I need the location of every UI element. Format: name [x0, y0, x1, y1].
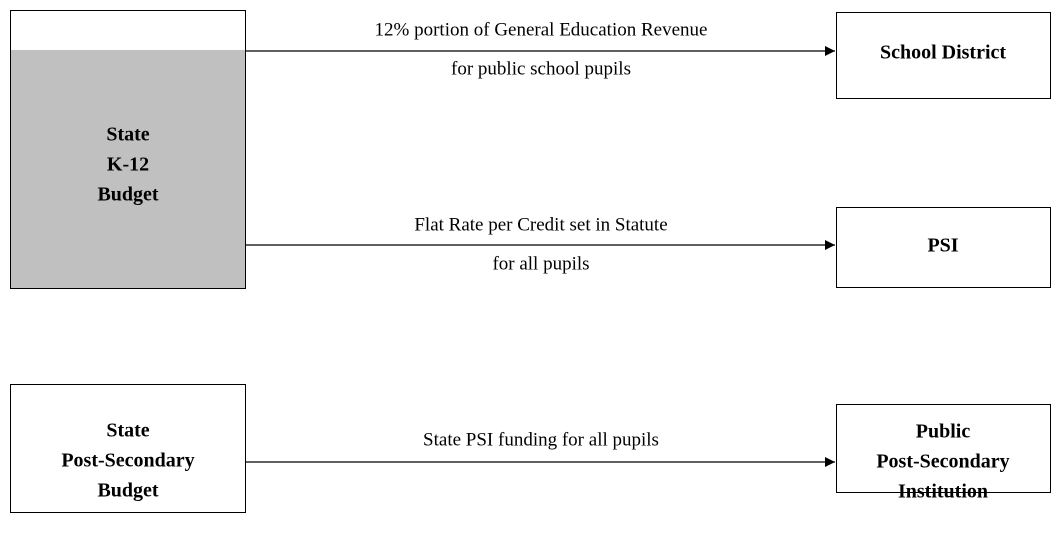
node-label: Post-Secondary	[876, 451, 1009, 473]
node-label: Budget	[97, 480, 158, 502]
node-label: State	[106, 420, 149, 442]
node-label: K-12	[107, 154, 149, 176]
edge: 12% portion of General Education Revenue…	[246, 19, 835, 79]
node-school-district: School District	[836, 12, 1051, 99]
node-label: Public	[916, 421, 971, 443]
node-fill	[11, 50, 245, 288]
node-label: Institution	[898, 481, 988, 503]
edge-label: for all pupils	[492, 253, 589, 274]
node-label: PSI	[927, 235, 958, 257]
edge-label: State PSI funding for all pupils	[423, 429, 659, 450]
node-label: Budget	[97, 184, 158, 206]
node-label: School District	[880, 42, 1006, 64]
node-ps-budget: State Post-Secondary Budget	[10, 384, 246, 513]
edge: State PSI funding for all pupils	[246, 429, 835, 467]
node-box	[10, 384, 246, 513]
node-box	[836, 207, 1051, 288]
edge-label: 12% portion of General Education Revenue	[375, 19, 708, 40]
edge: Flat Rate per Credit set in Statute for …	[246, 214, 835, 274]
node-psi: PSI	[836, 207, 1051, 288]
node-ps-institution: Public Post-Secondary Institution	[836, 404, 1051, 503]
edge-label: for public school pupils	[451, 58, 631, 79]
node-label: Post-Secondary	[61, 450, 194, 472]
node-box	[836, 12, 1051, 99]
node-box	[836, 404, 1051, 493]
node-k12: State K-12 Budget	[10, 10, 246, 289]
node-label: State	[106, 124, 149, 146]
edge-label: Flat Rate per Credit set in Statute	[414, 214, 667, 235]
